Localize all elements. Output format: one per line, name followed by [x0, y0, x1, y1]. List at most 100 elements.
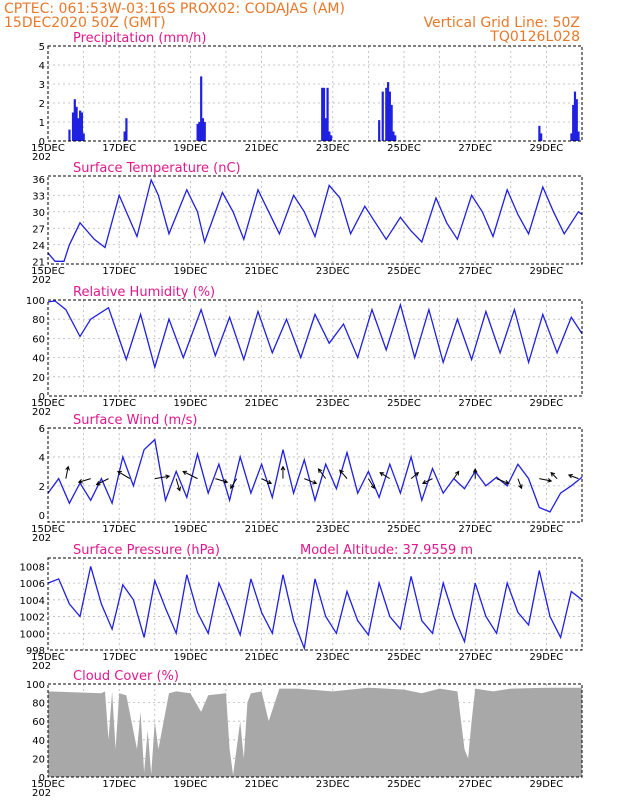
wind-vector [77, 478, 91, 484]
precip-bar [324, 118, 327, 141]
y-tick-label: 4 [39, 61, 45, 72]
wind-vector [95, 478, 109, 486]
year-stub: 202 [32, 275, 51, 286]
precip-bar [203, 122, 206, 141]
year-stub: 202 [32, 661, 51, 672]
x-tick-label: 17DEC [102, 779, 136, 790]
precip-bar [75, 106, 78, 141]
precip-bar [68, 129, 71, 141]
y-tick-label: 20 [32, 754, 45, 765]
y-tick-label: 21 [32, 257, 45, 268]
x-tick-label: 17DEC [102, 143, 136, 154]
y-tick-label: 40 [32, 736, 45, 747]
y-tick-label: 100 [26, 296, 45, 307]
x-tick-label: 29DEC [530, 779, 564, 790]
plot-frame [47, 175, 583, 265]
series-line [47, 300, 583, 370]
plot-frame [47, 45, 583, 142]
y-tick-label: 2 [39, 482, 45, 493]
precip-bar [82, 133, 85, 141]
x-tick-label: 27DEC [458, 143, 492, 154]
wind-vector [230, 478, 238, 490]
wind-vector [339, 469, 348, 479]
wind-vector [567, 473, 579, 480]
plot-frame [47, 427, 583, 523]
year-stub: 202 [32, 533, 51, 544]
precip-bar [198, 122, 201, 141]
wind-vector [410, 471, 420, 479]
precip-bar [388, 91, 391, 141]
x-tick-label: 25DEC [387, 524, 421, 535]
precip-bar [196, 123, 199, 141]
y-tick-label: 60 [32, 334, 45, 345]
x-tick-label: 27DEC [458, 652, 492, 663]
x-tick-label: 27DEC [458, 266, 492, 277]
plot-frame [47, 557, 583, 651]
precip-bar [73, 99, 76, 141]
x-tick-label: 19DEC [174, 398, 208, 409]
x-tick-label: 17DEC [102, 652, 136, 663]
panel-title: Precipitation (mm/h) [73, 31, 206, 46]
x-tick-label: 23DEC [316, 143, 350, 154]
x-tick-label: 21DEC [245, 652, 279, 663]
x-tick-label: 21DEC [245, 398, 279, 409]
y-tick-label: 1 [39, 118, 45, 129]
x-tick-label: 27DEC [458, 779, 492, 790]
precip-bar [326, 87, 329, 141]
wind-vector [317, 468, 327, 479]
header-date: 15DEC2020 50Z (GMT) [4, 15, 166, 31]
y-tick-label: 998 [26, 646, 45, 657]
wind-vector [65, 465, 70, 479]
plot-frame [47, 683, 583, 778]
x-tick-label: 23DEC [316, 398, 350, 409]
model-altitude-label: Model Altitude: 37.9559 m [300, 543, 473, 558]
series-line [47, 438, 583, 513]
x-tick-label: 23DEC [316, 524, 350, 535]
wind-vector [453, 470, 460, 479]
year-stub: 202 [32, 788, 51, 799]
y-tick-label: 5 [39, 42, 45, 53]
x-tick-label: 25DEC [387, 779, 421, 790]
x-tick-label: 25DEC [387, 398, 421, 409]
y-tick-label: 33 [32, 191, 45, 202]
x-tick-label: 15DEC [31, 524, 65, 535]
x-tick-label: 27DEC [458, 524, 492, 535]
precip-bar [71, 112, 75, 141]
y-tick-label: 24 [32, 241, 45, 252]
x-tick-label: 15DEC [31, 398, 65, 409]
y-tick-label: 0 [39, 773, 45, 784]
wind-vector [175, 478, 182, 492]
precip-bar [77, 118, 80, 141]
x-tick-label: 19DEC [174, 779, 208, 790]
x-tick-label: 15DEC [31, 143, 65, 154]
x-tick-label: 17DEC [102, 266, 136, 277]
x-tick-label: 21DEC [245, 779, 279, 790]
wind-vector [154, 474, 171, 480]
x-tick-label: 23DEC [316, 266, 350, 277]
x-tick-label: 19DEC [174, 652, 208, 663]
wind-vector [182, 470, 198, 480]
y-tick-label: 0 [39, 511, 45, 522]
wind-vector [367, 478, 375, 490]
y-tick-label: 20 [32, 373, 45, 384]
y-tick-label: 1000 [20, 629, 45, 640]
y-tick-label: 0 [39, 392, 45, 403]
x-tick-label: 17DEC [102, 524, 136, 535]
precip-bar [123, 131, 126, 141]
series-line [47, 566, 583, 651]
x-tick-label: 29DEC [530, 652, 564, 663]
y-tick-label: 100 [26, 680, 45, 691]
wind-vector [304, 478, 318, 485]
wind-vector [280, 465, 286, 479]
x-tick-label: 29DEC [530, 266, 564, 277]
wind-vector [472, 467, 478, 479]
y-tick-label: 0 [39, 137, 45, 148]
precip-bar [328, 131, 331, 141]
x-tick-label: 25DEC [387, 652, 421, 663]
wind-vector [116, 470, 131, 480]
precip-bar [394, 135, 397, 141]
y-tick-label: 80 [32, 315, 45, 326]
